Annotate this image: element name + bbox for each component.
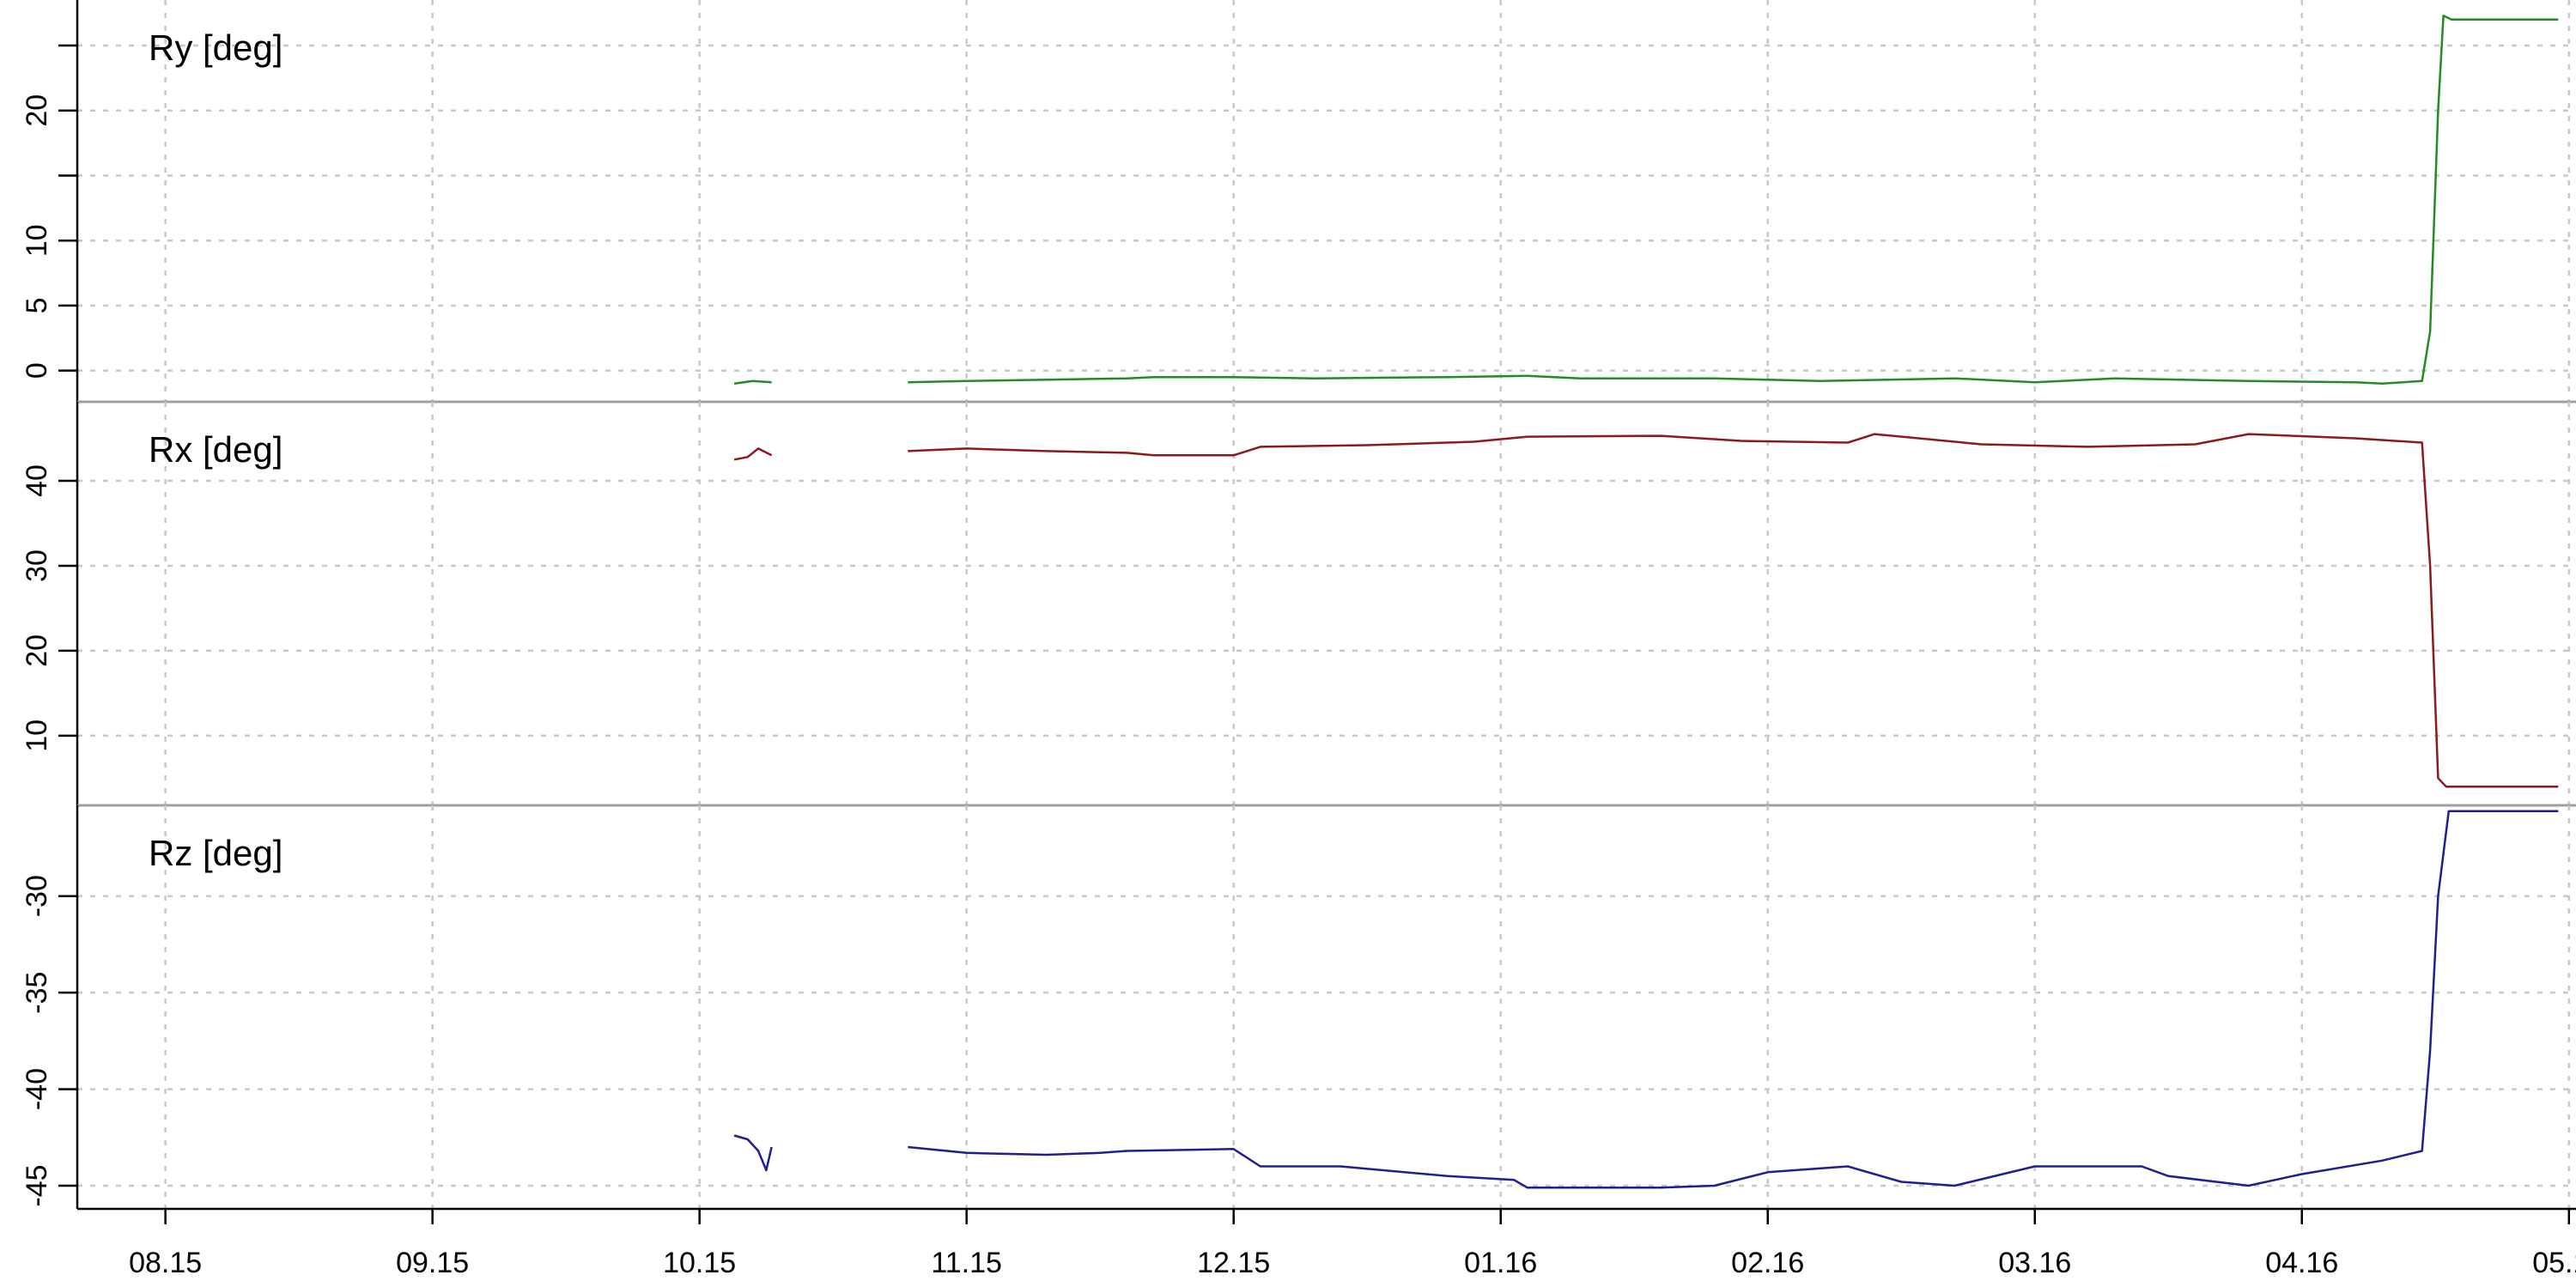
series-rz-segment [733, 1134, 773, 1172]
y-tick-label: -45 [21, 1164, 53, 1206]
x-tick-label: 10.15 [663, 1247, 736, 1279]
x-tick-label: 11.15 [931, 1247, 1002, 1279]
y-tick-label: -30 [21, 875, 53, 917]
y-tick-label: -40 [21, 1068, 53, 1110]
y-tick-label: 30 [21, 549, 53, 582]
series-rz-segment [908, 810, 2559, 1189]
y-tick-label: 5 [21, 297, 53, 313]
y-tick-label: 20 [21, 94, 53, 127]
y-tick-label: 20 [21, 634, 53, 667]
panel-ry: 0 5 10 20 Ry [deg] [21, 0, 2576, 404]
panel-label-rx: Rx [deg] [149, 429, 283, 470]
series-rx-segment [908, 433, 2559, 788]
series-ry-segment [908, 14, 2559, 385]
panel-rx: 10 20 30 40 Rx [deg] [21, 402, 2576, 807]
panel-label-ry: Ry [deg] [149, 27, 283, 68]
y-tick-label: 10 [21, 719, 53, 752]
x-tick-label: 02.16 [1731, 1247, 1804, 1279]
x-tick-label: 04.16 [2265, 1247, 2338, 1279]
y-tick-label: 0 [21, 362, 53, 379]
x-tick-label: 08.15 [129, 1247, 202, 1279]
series-ry-segment [733, 379, 772, 385]
x-tick-label: 12.15 [1197, 1247, 1270, 1279]
y-tick-label: 40 [21, 464, 53, 497]
x-tick-label: 09.15 [396, 1247, 469, 1279]
x-tick-label: 01.16 [1464, 1247, 1537, 1279]
series-rx-segment [733, 447, 773, 461]
y-tick-label: -35 [21, 972, 53, 1014]
panel-label-rz: Rz [deg] [149, 833, 283, 873]
x-tick-label: 05.16 [2532, 1247, 2576, 1279]
x-tick-label: 03.16 [1998, 1247, 2071, 1279]
panel-rz: -45 -40 -35 -30 Rz [deg] [21, 805, 2574, 1209]
x-axis: 08.15 09.15 10.15 11.15 12.15 01.16 02.16 03.16… [77, 1207, 2576, 1279]
y-tick-label: 10 [21, 224, 53, 257]
